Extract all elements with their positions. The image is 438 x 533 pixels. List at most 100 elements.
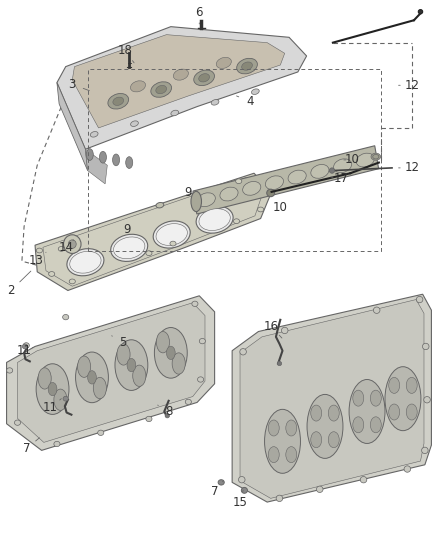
Ellipse shape xyxy=(356,153,374,167)
Ellipse shape xyxy=(69,279,75,284)
Text: 10: 10 xyxy=(345,154,360,166)
Ellipse shape xyxy=(14,420,21,425)
Ellipse shape xyxy=(86,149,93,160)
Ellipse shape xyxy=(146,251,152,256)
Ellipse shape xyxy=(240,349,246,355)
Ellipse shape xyxy=(373,155,379,159)
Ellipse shape xyxy=(389,377,399,393)
Ellipse shape xyxy=(237,58,258,74)
Ellipse shape xyxy=(36,248,42,253)
Ellipse shape xyxy=(198,377,204,382)
Ellipse shape xyxy=(63,314,69,320)
Ellipse shape xyxy=(113,237,145,259)
Text: 11: 11 xyxy=(43,401,58,414)
Ellipse shape xyxy=(153,221,190,248)
Ellipse shape xyxy=(211,100,219,105)
Ellipse shape xyxy=(196,206,233,233)
Ellipse shape xyxy=(49,271,55,276)
Ellipse shape xyxy=(156,85,166,94)
Ellipse shape xyxy=(22,344,28,349)
Text: 10: 10 xyxy=(273,201,288,214)
Ellipse shape xyxy=(88,371,96,384)
Ellipse shape xyxy=(156,224,187,245)
Ellipse shape xyxy=(311,165,329,179)
Ellipse shape xyxy=(242,62,252,70)
Ellipse shape xyxy=(185,399,191,405)
Polygon shape xyxy=(240,300,424,498)
Ellipse shape xyxy=(48,383,57,395)
Ellipse shape xyxy=(70,252,101,273)
Polygon shape xyxy=(232,294,431,502)
Ellipse shape xyxy=(370,417,381,433)
Text: 6: 6 xyxy=(195,6,203,19)
Ellipse shape xyxy=(353,417,364,433)
Ellipse shape xyxy=(173,69,188,80)
Ellipse shape xyxy=(113,97,124,106)
Text: 4: 4 xyxy=(246,95,254,108)
Ellipse shape xyxy=(371,153,381,160)
Text: 15: 15 xyxy=(233,496,247,508)
Ellipse shape xyxy=(68,240,76,248)
Ellipse shape xyxy=(115,340,148,390)
Text: 12: 12 xyxy=(404,79,419,92)
Ellipse shape xyxy=(238,477,245,483)
Ellipse shape xyxy=(199,338,205,344)
Ellipse shape xyxy=(194,70,215,86)
Ellipse shape xyxy=(113,154,120,166)
Text: 9: 9 xyxy=(123,223,131,236)
Polygon shape xyxy=(57,83,88,171)
Ellipse shape xyxy=(385,367,421,431)
Text: 11: 11 xyxy=(17,344,32,357)
Ellipse shape xyxy=(333,159,352,173)
Ellipse shape xyxy=(422,343,429,350)
Ellipse shape xyxy=(127,358,136,372)
Ellipse shape xyxy=(236,179,242,183)
Ellipse shape xyxy=(421,447,428,454)
Ellipse shape xyxy=(108,93,129,109)
Ellipse shape xyxy=(241,487,247,494)
Ellipse shape xyxy=(349,379,385,443)
Ellipse shape xyxy=(192,301,198,306)
Text: 3: 3 xyxy=(69,78,76,91)
Ellipse shape xyxy=(99,151,106,163)
Ellipse shape xyxy=(251,185,257,190)
Ellipse shape xyxy=(117,344,130,365)
Ellipse shape xyxy=(268,420,279,436)
Text: 16: 16 xyxy=(263,320,278,333)
Ellipse shape xyxy=(370,390,381,406)
Ellipse shape xyxy=(93,377,106,399)
Ellipse shape xyxy=(416,296,423,303)
Ellipse shape xyxy=(265,409,300,473)
Ellipse shape xyxy=(78,356,91,377)
Ellipse shape xyxy=(111,235,148,261)
Polygon shape xyxy=(85,149,107,184)
Ellipse shape xyxy=(328,432,339,448)
Ellipse shape xyxy=(67,249,104,276)
Ellipse shape xyxy=(191,191,201,212)
Ellipse shape xyxy=(276,495,283,502)
Ellipse shape xyxy=(131,121,138,126)
Text: 8: 8 xyxy=(165,405,172,418)
Ellipse shape xyxy=(277,361,282,366)
Ellipse shape xyxy=(267,189,275,197)
Ellipse shape xyxy=(23,343,29,348)
Ellipse shape xyxy=(404,466,411,472)
Ellipse shape xyxy=(63,397,68,401)
Ellipse shape xyxy=(389,404,399,420)
Ellipse shape xyxy=(286,420,297,436)
Ellipse shape xyxy=(38,368,51,389)
Ellipse shape xyxy=(373,307,380,313)
Ellipse shape xyxy=(424,397,430,403)
Ellipse shape xyxy=(268,447,279,463)
Ellipse shape xyxy=(220,187,238,201)
Ellipse shape xyxy=(154,327,187,378)
Ellipse shape xyxy=(172,353,185,374)
Text: 12: 12 xyxy=(404,161,419,174)
Ellipse shape xyxy=(54,441,60,447)
Ellipse shape xyxy=(7,368,13,373)
Ellipse shape xyxy=(418,10,423,14)
Ellipse shape xyxy=(316,486,323,492)
Text: 2: 2 xyxy=(7,284,15,297)
Ellipse shape xyxy=(251,89,259,94)
Ellipse shape xyxy=(233,219,240,224)
